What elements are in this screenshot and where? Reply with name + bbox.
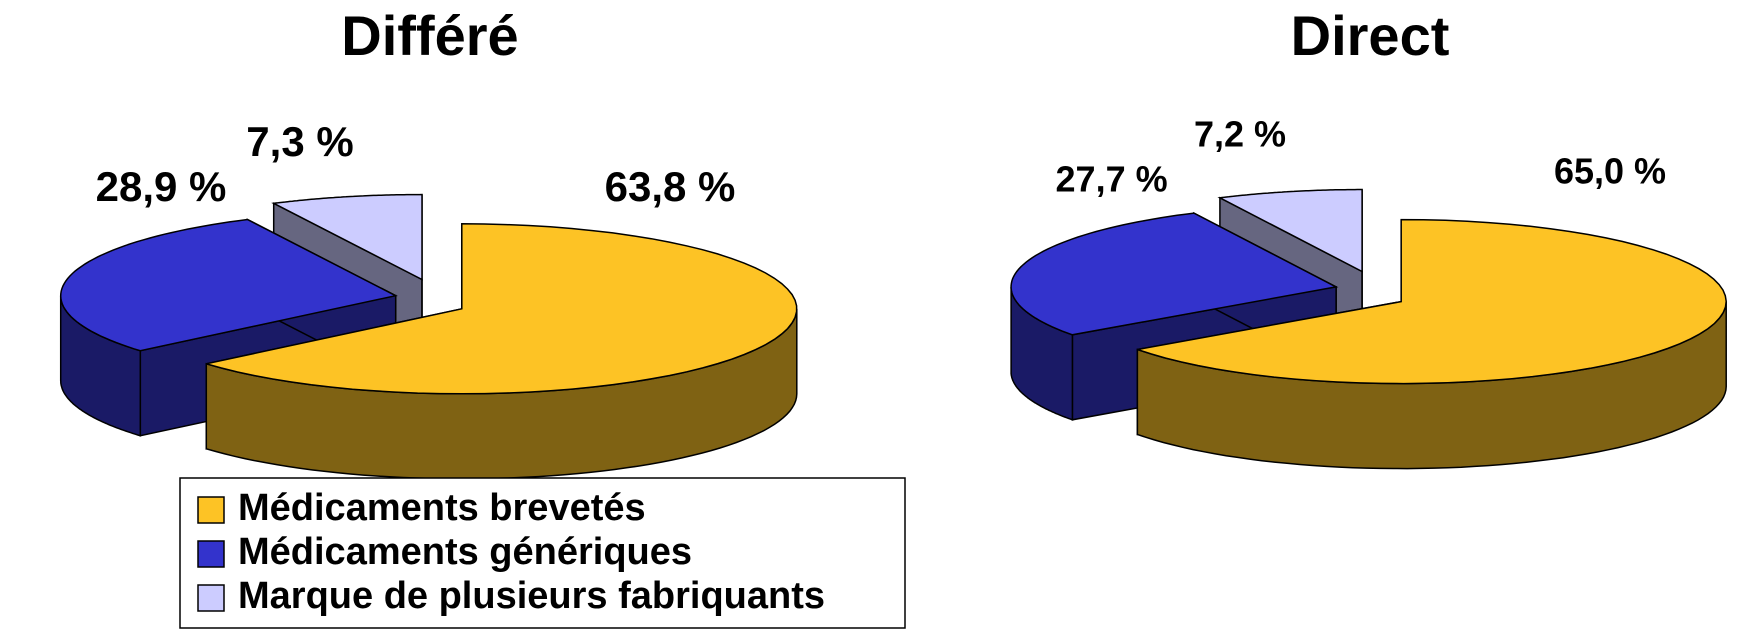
chart-title: Direct	[1291, 4, 1450, 67]
legend-swatch	[197, 496, 225, 524]
pie-slice	[1137, 218, 1727, 385]
slice	[205, 223, 798, 480]
pie-slice	[1010, 212, 1339, 336]
pie-slice	[59, 218, 398, 352]
legend-label: Marque de plusieurs fabriquants	[238, 575, 825, 617]
data-label: 7,3 %	[246, 118, 353, 165]
pie-slice	[271, 193, 423, 281]
legend-swatch	[197, 584, 225, 612]
slice	[1136, 218, 1727, 470]
data-label: 28,9 %	[96, 163, 227, 210]
legend-label: Médicaments brevetés	[238, 487, 646, 529]
legend-swatch	[197, 540, 225, 568]
chart-title: Différé	[341, 4, 518, 67]
pie-slice	[1217, 188, 1363, 273]
legend	[179, 477, 906, 629]
data-label: 63,8 %	[605, 163, 736, 210]
data-label: 7,2 %	[1194, 114, 1286, 155]
data-label: 65,0 %	[1554, 151, 1666, 192]
pie-slice	[206, 223, 798, 395]
data-label: 27,7 %	[1056, 159, 1168, 200]
legend-label: Médicaments génériques	[238, 531, 692, 573]
